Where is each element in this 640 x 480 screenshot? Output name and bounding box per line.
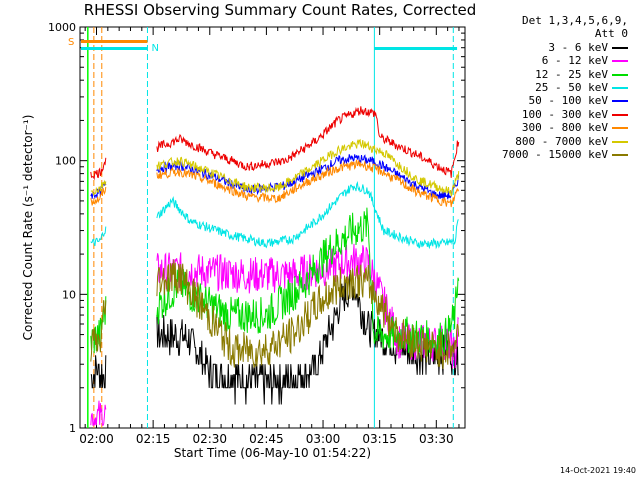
legend-entry-label: 25 - 50 keV — [535, 80, 608, 94]
series-line — [156, 181, 459, 250]
x-axis-label: Start Time (06-May-10 01:54:22) — [174, 446, 371, 460]
legend-swatch — [612, 100, 628, 103]
legend: Det 1,3,4,5,6,9, Att 0 3 - 6 keV 6 - 12 k… — [478, 14, 638, 161]
y-axis-label: Corrected Count Rate (s⁻¹ detector⁻¹) — [21, 115, 35, 341]
series-line — [90, 179, 107, 197]
y-tick-label: 100 — [55, 155, 76, 168]
x-tick-label: 03:30 — [419, 432, 454, 446]
series-5 — [90, 106, 460, 181]
legend-entry: 7000 - 15000 keV — [478, 148, 638, 161]
x-tick-label: 02:00 — [79, 432, 114, 446]
legend-entry: 800 - 7000 keV — [478, 135, 638, 148]
legend-entry: 6 - 12 keV — [478, 54, 638, 67]
generated-timestamp: 14-Oct-2021 19:40 — [560, 466, 636, 475]
x-tick-label: 03:00 — [306, 432, 341, 446]
legend-swatch — [612, 60, 628, 63]
legend-entry: 50 - 100 keV — [478, 94, 638, 107]
series-3 — [90, 181, 459, 250]
series-line — [90, 186, 107, 206]
legend-swatch — [612, 86, 628, 89]
legend-entry: 12 - 25 keV — [478, 68, 638, 81]
x-tick-label: 02:15 — [136, 432, 171, 446]
legend-entry-label: 12 - 25 keV — [535, 67, 608, 81]
night-bar — [374, 47, 458, 50]
legend-swatch — [612, 46, 628, 49]
x-tick-label: 02:45 — [249, 432, 284, 446]
legend-swatch — [612, 153, 628, 156]
series-line — [90, 355, 107, 389]
saa-bar — [81, 40, 148, 43]
legend-entry-label: 100 - 300 keV — [521, 107, 608, 121]
legend-entry: 25 - 50 keV — [478, 81, 638, 94]
y-tick-label: 1000 — [48, 21, 76, 34]
series-line — [156, 106, 460, 178]
series-line — [90, 226, 107, 247]
series-line — [90, 157, 107, 181]
legend-swatch — [612, 73, 628, 76]
legend-entry-label: 50 - 100 keV — [528, 94, 608, 108]
series-7 — [90, 138, 460, 197]
legend-header-detectors: Det 1,3,4,5,6,9, — [522, 14, 628, 27]
saa-label: S — [68, 37, 74, 48]
series-line — [156, 138, 460, 197]
series-6 — [90, 159, 460, 208]
legend-entry-label: 800 - 7000 keV — [515, 134, 608, 148]
legend-swatch — [612, 140, 628, 143]
night-bar — [81, 47, 148, 50]
legend-entry-label: 7000 - 15000 keV — [502, 147, 608, 161]
night-label: N — [151, 43, 158, 54]
series-line — [156, 159, 460, 208]
y-tick-label: 10 — [62, 288, 76, 301]
legend-swatch — [612, 127, 628, 130]
y-tick-label: 1 — [69, 422, 76, 435]
chart-title: RHESSI Observing Summary Count Rates, Co… — [83, 1, 477, 19]
series-line — [156, 154, 460, 200]
legend-entry-label: 6 - 12 keV — [541, 54, 608, 68]
series-8 — [90, 259, 460, 369]
series-line — [90, 300, 107, 362]
legend-entry: 3 - 6 keV — [478, 41, 638, 54]
x-tick-label: 03:15 — [362, 432, 397, 446]
series-line — [90, 400, 107, 426]
legend-entry: 300 - 800 keV — [478, 121, 638, 134]
x-tick-label: 02:30 — [192, 432, 227, 446]
legend-swatch — [612, 113, 628, 116]
legend-entry-label: 3 - 6 keV — [548, 40, 608, 54]
series-line — [156, 259, 460, 369]
legend-header-attenuator: Att 0 — [594, 27, 628, 41]
legend-entry: 100 - 300 keV — [478, 108, 638, 121]
plot-frame — [79, 26, 466, 429]
legend-entry-label: 300 - 800 keV — [521, 121, 608, 135]
